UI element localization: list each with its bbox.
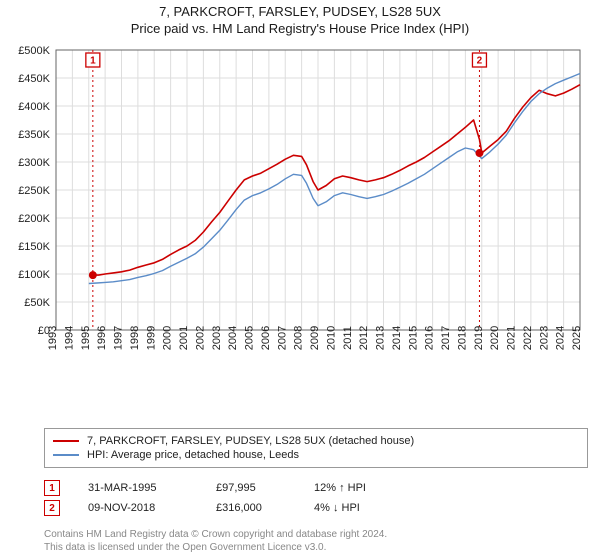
sale-marker-row: 1 31-MAR-1995 £97,995 12% ↑ HPI	[44, 480, 588, 496]
svg-text:1999: 1999	[145, 326, 157, 350]
svg-text:2022: 2022	[522, 326, 534, 350]
svg-text:2019: 2019	[473, 326, 485, 350]
svg-text:2023: 2023	[538, 326, 550, 350]
svg-text:2006: 2006	[260, 326, 272, 350]
marker-badge: 2	[44, 500, 60, 516]
title-subtitle: Price paid vs. HM Land Registry's House …	[0, 21, 600, 36]
svg-text:2009: 2009	[309, 326, 321, 350]
svg-text:2020: 2020	[489, 326, 501, 350]
marker-price: £316,000	[216, 502, 286, 514]
svg-text:2012: 2012	[358, 326, 370, 350]
svg-text:1993: 1993	[47, 326, 59, 350]
chart-area: 12£0£50K£100K£150K£200K£250K£300K£350K£4…	[0, 36, 600, 422]
svg-text:£400K: £400K	[18, 101, 50, 113]
svg-text:£300K: £300K	[18, 157, 50, 169]
svg-text:2016: 2016	[424, 326, 436, 350]
title-address: 7, PARKCROFT, FARSLEY, PUDSEY, LS28 5UX	[0, 4, 600, 19]
svg-text:2015: 2015	[407, 326, 419, 350]
titles: 7, PARKCROFT, FARSLEY, PUDSEY, LS28 5UX …	[0, 0, 600, 36]
svg-text:£100K: £100K	[18, 269, 50, 281]
svg-text:2014: 2014	[391, 326, 403, 350]
footer-line: Contains HM Land Registry data © Crown c…	[44, 528, 588, 541]
svg-text:2011: 2011	[342, 326, 354, 350]
footer-line: This data is licensed under the Open Gov…	[44, 541, 588, 554]
marker-compare: 4% ↓ HPI	[314, 502, 394, 514]
svg-text:2018: 2018	[456, 326, 468, 350]
svg-text:2008: 2008	[293, 326, 305, 350]
svg-text:2001: 2001	[178, 326, 190, 350]
marker-price: £97,995	[216, 482, 286, 494]
svg-text:1998: 1998	[129, 326, 141, 350]
legend: 7, PARKCROFT, FARSLEY, PUDSEY, LS28 5UX …	[44, 428, 588, 468]
marker-badge: 1	[44, 480, 60, 496]
svg-text:£450K: £450K	[18, 73, 50, 85]
marker-compare: 12% ↑ HPI	[314, 482, 394, 494]
svg-text:1994: 1994	[63, 326, 75, 350]
svg-text:£500K: £500K	[18, 45, 50, 57]
line-chart-svg: 12£0£50K£100K£150K£200K£250K£300K£350K£4…	[8, 42, 592, 372]
svg-text:£150K: £150K	[18, 241, 50, 253]
svg-text:2010: 2010	[325, 326, 337, 350]
legend-item: HPI: Average price, detached house, Leed…	[53, 449, 579, 461]
svg-text:2021: 2021	[506, 326, 518, 350]
footer-attribution: Contains HM Land Registry data © Crown c…	[44, 528, 588, 554]
svg-text:2024: 2024	[555, 326, 567, 350]
sale-markers-table: 1 31-MAR-1995 £97,995 12% ↑ HPI 2 09-NOV…	[44, 476, 588, 520]
legend-swatch	[53, 454, 79, 456]
legend-swatch	[53, 440, 79, 442]
legend-item: 7, PARKCROFT, FARSLEY, PUDSEY, LS28 5UX …	[53, 435, 579, 447]
svg-text:£250K: £250K	[18, 185, 50, 197]
svg-text:1997: 1997	[113, 326, 125, 350]
svg-text:2025: 2025	[571, 326, 583, 350]
sale-marker-row: 2 09-NOV-2018 £316,000 4% ↓ HPI	[44, 500, 588, 516]
svg-text:1996: 1996	[96, 326, 108, 350]
svg-text:£200K: £200K	[18, 213, 50, 225]
svg-text:2013: 2013	[375, 326, 387, 350]
svg-text:2005: 2005	[244, 326, 256, 350]
legend-label: 7, PARKCROFT, FARSLEY, PUDSEY, LS28 5UX …	[87, 435, 414, 447]
svg-text:2: 2	[477, 56, 483, 67]
legend-label: HPI: Average price, detached house, Leed…	[87, 449, 299, 461]
svg-text:2000: 2000	[162, 326, 174, 350]
svg-text:2002: 2002	[194, 326, 206, 350]
svg-text:2007: 2007	[276, 326, 288, 350]
marker-date: 09-NOV-2018	[88, 502, 188, 514]
marker-date: 31-MAR-1995	[88, 482, 188, 494]
svg-text:£350K: £350K	[18, 129, 50, 141]
svg-text:£50K: £50K	[24, 297, 50, 309]
svg-text:2003: 2003	[211, 326, 223, 350]
chart-container: 7, PARKCROFT, FARSLEY, PUDSEY, LS28 5UX …	[0, 0, 600, 560]
svg-text:1995: 1995	[80, 326, 92, 350]
svg-text:2004: 2004	[227, 326, 239, 350]
svg-text:1: 1	[90, 56, 96, 67]
svg-text:2017: 2017	[440, 326, 452, 350]
